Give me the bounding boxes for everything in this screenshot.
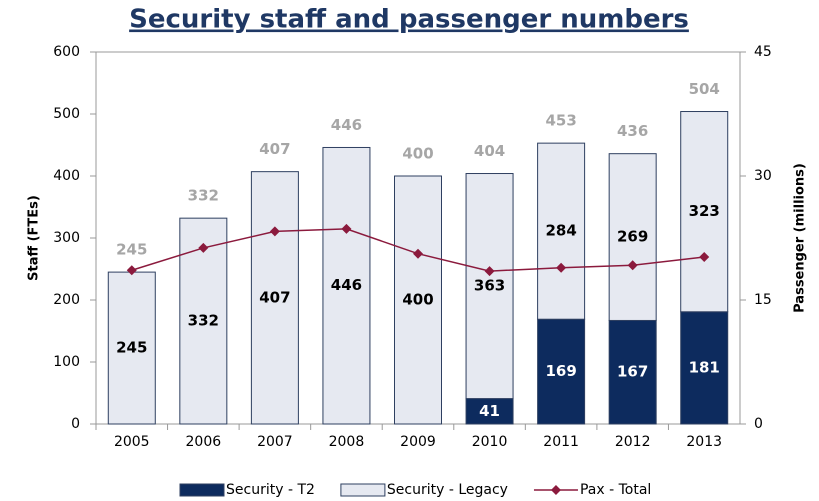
- line-marker: [198, 242, 209, 253]
- bar-segment: [680, 111, 729, 313]
- legend-label: Security - T2: [226, 482, 315, 498]
- value-label: 269: [617, 228, 648, 246]
- value-label: 446: [331, 276, 362, 294]
- x-tick-label: 2013: [686, 434, 722, 450]
- y2-tick-label: 15: [754, 292, 772, 308]
- x-tick-label: 2012: [615, 434, 651, 450]
- bar-segment: [107, 271, 156, 425]
- value-label: 41: [479, 402, 500, 420]
- x-tick-label: 2008: [329, 434, 365, 450]
- value-label: 332: [188, 312, 219, 330]
- legend-label: Pax - Total: [580, 482, 651, 498]
- y-tick-label: 0: [71, 416, 80, 432]
- x-tick-label: 2009: [400, 434, 436, 450]
- bar-segment: [537, 142, 586, 320]
- legend-label: Security - Legacy: [387, 482, 508, 498]
- y-tick-label: 100: [53, 354, 80, 370]
- legend-swatch: [340, 483, 386, 497]
- total-label: 400: [402, 145, 433, 163]
- y-tick-label: 400: [53, 168, 80, 184]
- y-tick-label: 300: [53, 230, 80, 246]
- bar-segment: [322, 146, 371, 425]
- value-label: 363: [474, 277, 505, 295]
- value-label: 245: [116, 339, 147, 357]
- y-tick-label: 500: [53, 106, 80, 122]
- x-tick-label: 2006: [186, 434, 222, 450]
- bar-segment: [537, 318, 586, 425]
- line-marker: [627, 260, 638, 271]
- line-marker: [556, 262, 567, 273]
- legend-swatch: [550, 485, 561, 495]
- total-label: 407: [259, 140, 290, 158]
- bar-segment: [394, 175, 442, 425]
- x-tick-label: 2011: [543, 434, 579, 450]
- line-marker: [699, 252, 710, 263]
- total-label: 504: [689, 80, 720, 98]
- value-label: 323: [689, 202, 720, 220]
- chart-title: Security staff and passenger numbers: [129, 5, 689, 35]
- legend-swatch: [179, 483, 225, 497]
- y2-tick-label: 45: [754, 44, 772, 60]
- bar-segment: [608, 153, 657, 321]
- y2-axis-title: Passenger (millions): [793, 163, 808, 313]
- total-label: 446: [331, 116, 362, 134]
- y2-tick-label: 0: [754, 416, 763, 432]
- line-marker: [269, 226, 280, 237]
- value-label: 407: [259, 288, 290, 306]
- total-label: 245: [116, 241, 147, 259]
- x-tick-label: 2010: [472, 434, 508, 450]
- x-tick-label: 2007: [257, 434, 293, 450]
- x-tick-label: 2005: [114, 434, 150, 450]
- line-marker: [413, 248, 423, 259]
- line-marker: [484, 266, 495, 277]
- bar-segment: [465, 173, 514, 400]
- bar-segment: [608, 319, 657, 425]
- total-label: 453: [545, 112, 576, 130]
- y2-tick-label: 30: [754, 168, 772, 184]
- y-axis-title: Staff (FTEs): [27, 195, 42, 281]
- y-tick-label: 200: [53, 292, 80, 308]
- line-marker: [126, 265, 137, 276]
- total-label: 436: [617, 122, 648, 140]
- bar-segment: [465, 398, 514, 425]
- total-label: 332: [188, 187, 219, 205]
- y-tick-label: 600: [53, 44, 80, 60]
- bar-segment: [680, 311, 729, 425]
- value-label: 169: [545, 362, 576, 380]
- total-label: 404: [474, 142, 505, 160]
- value-label: 181: [689, 358, 720, 376]
- line-marker: [341, 223, 352, 234]
- value-label: 400: [402, 291, 433, 309]
- value-label: 167: [617, 363, 648, 381]
- bar-segment: [250, 171, 299, 425]
- value-label: 284: [545, 222, 576, 240]
